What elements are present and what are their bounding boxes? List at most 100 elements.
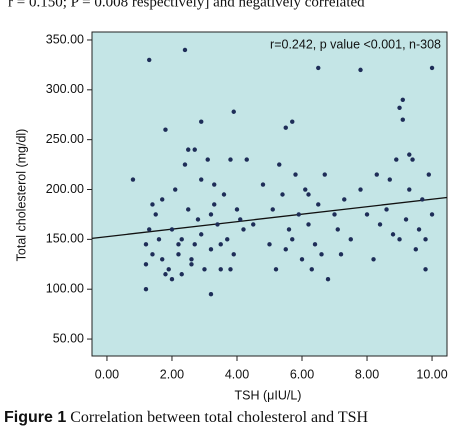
caption-label: Figure 1 xyxy=(4,409,66,426)
data-point xyxy=(309,267,314,272)
data-point xyxy=(143,242,149,247)
data-point xyxy=(270,207,275,212)
plot: 50.00 100.00 150.00 200.00 250.00 300.00 350.0… xyxy=(46,31,448,381)
data-point xyxy=(212,202,217,207)
data-point xyxy=(179,272,184,277)
y-tick-label: 350.00 xyxy=(46,32,84,46)
data-point xyxy=(384,207,389,212)
data-point xyxy=(400,97,405,102)
data-point xyxy=(371,257,376,262)
x-tick-label: 10.00 xyxy=(416,367,447,381)
data-point xyxy=(283,247,288,252)
data-point xyxy=(195,217,201,222)
data-point xyxy=(394,157,399,162)
data-point xyxy=(208,247,214,252)
data-point xyxy=(176,252,181,257)
data-point xyxy=(189,262,194,267)
data-point xyxy=(299,257,305,262)
data-point xyxy=(423,237,428,242)
data-point xyxy=(260,182,266,187)
data-point xyxy=(150,252,155,257)
data-point xyxy=(303,187,308,192)
data-point xyxy=(163,127,168,132)
data-point xyxy=(397,105,402,110)
data-point xyxy=(143,287,149,292)
data-point xyxy=(426,172,431,177)
data-point xyxy=(325,277,331,282)
data-point xyxy=(244,157,249,162)
data-point xyxy=(286,227,292,232)
data-point xyxy=(400,117,405,122)
data-point xyxy=(342,197,347,202)
data-point xyxy=(322,172,327,177)
data-point xyxy=(332,212,337,217)
data-point xyxy=(423,267,428,272)
data-point xyxy=(358,67,363,73)
x-tick-label: 4.00 xyxy=(225,367,249,381)
data-point xyxy=(348,237,353,242)
data-point xyxy=(374,172,379,177)
data-point xyxy=(225,237,230,242)
annotation: r=0.242, p value <0.001, n-308 xyxy=(270,37,441,51)
y-tick-label: 150.00 xyxy=(46,232,84,246)
data-point xyxy=(267,242,272,247)
data-point xyxy=(186,207,191,212)
caption-text: Correlation between total cholesterol an… xyxy=(70,409,368,426)
data-point xyxy=(189,257,194,262)
data-point xyxy=(231,109,236,114)
data-point xyxy=(192,242,197,247)
data-point xyxy=(147,227,152,232)
data-point xyxy=(277,162,282,167)
data-point xyxy=(179,237,184,242)
data-point xyxy=(429,212,435,217)
data-point xyxy=(186,147,191,152)
data-point xyxy=(251,222,256,227)
data-point xyxy=(306,222,311,227)
data-point xyxy=(338,252,344,257)
data-point xyxy=(169,277,175,282)
data-point xyxy=(182,162,188,167)
trend-line xyxy=(91,196,448,240)
caption: Figure 1 Correlation between total choles… xyxy=(4,409,369,427)
y-axis-label: Total cholesterol (mg/dl) xyxy=(14,129,28,262)
data-point xyxy=(173,187,178,192)
data-point xyxy=(153,212,158,217)
data-point xyxy=(218,267,223,272)
data-point xyxy=(403,217,409,222)
x-tick-label: 0.00 xyxy=(95,367,119,381)
data-point xyxy=(283,125,288,130)
data-point xyxy=(319,252,324,257)
data-point xyxy=(293,172,298,177)
data-point xyxy=(212,182,217,187)
data-point xyxy=(410,157,415,162)
x-axis-label: TSH (μIU/L) xyxy=(235,388,302,402)
data-point xyxy=(312,242,318,247)
data-point xyxy=(290,237,295,242)
data-point xyxy=(377,222,383,227)
data-point xyxy=(413,247,418,252)
data-point xyxy=(163,272,168,277)
data-point xyxy=(176,242,181,247)
data-point xyxy=(160,257,165,262)
data-point xyxy=(150,202,155,207)
data-point xyxy=(358,187,363,192)
data-point xyxy=(273,267,279,272)
data-point xyxy=(156,237,162,242)
data-point xyxy=(335,227,340,232)
data-point xyxy=(143,262,149,267)
plot-background xyxy=(91,31,448,357)
data-point xyxy=(205,157,210,162)
data-point xyxy=(420,197,425,202)
data-point xyxy=(387,177,392,182)
data-point xyxy=(199,232,204,237)
y-tick-label: 100.00 xyxy=(46,282,84,296)
data-point xyxy=(208,291,214,297)
data-point xyxy=(397,237,402,242)
data-point xyxy=(316,202,321,207)
x-tick-label: 2.00 xyxy=(160,367,184,381)
data-point xyxy=(199,177,204,182)
header-text: r = 0.150; P = 0.008 respectively] and n… xyxy=(8,0,365,10)
data-point xyxy=(390,232,396,237)
data-point xyxy=(192,147,197,152)
data-point xyxy=(407,152,412,157)
